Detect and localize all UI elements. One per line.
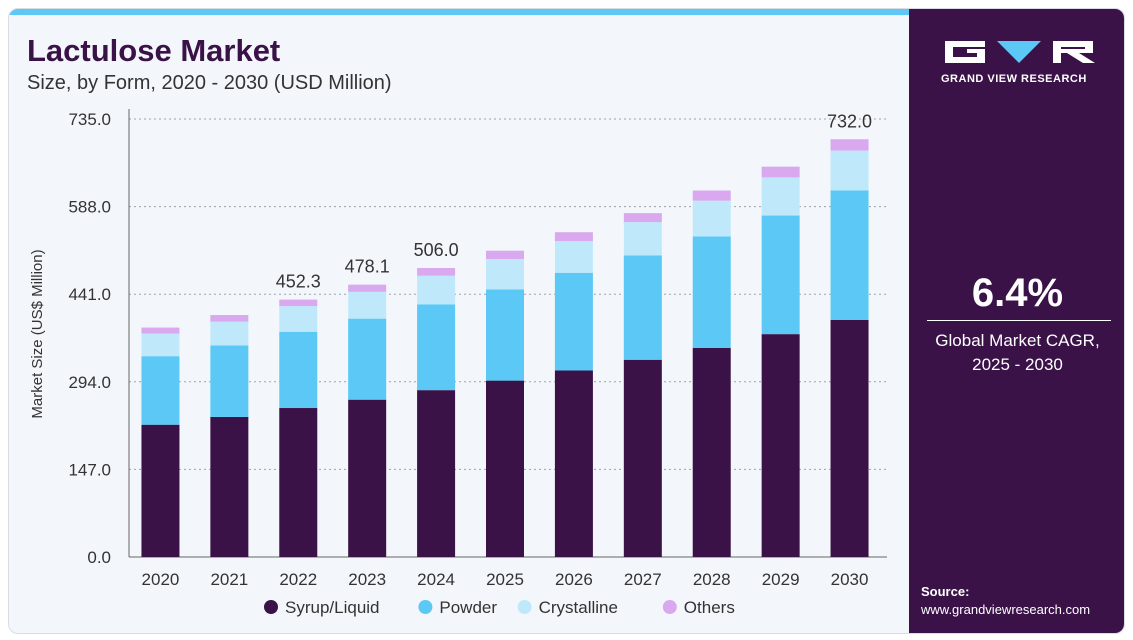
chart-panel: Lactulose Market Size, by Form, 2020 - 2…: [9, 9, 909, 633]
y-tick-label: 588.0: [68, 198, 111, 217]
legend-label: Others: [684, 598, 735, 617]
bar-powder-2026: [554, 272, 593, 371]
x-tick-label: 2030: [831, 570, 869, 589]
bar-crystalline-2023: [348, 291, 387, 319]
data-label-2024: 506.0: [414, 240, 459, 260]
bar-others-2023: [348, 284, 387, 292]
bar-syrup-liquid-2025: [486, 380, 524, 557]
bar-syrup-liquid-2022: [279, 408, 318, 557]
data-label-2023: 478.1: [345, 257, 390, 277]
bar-others-2024: [417, 267, 456, 276]
bar-powder-2029: [761, 215, 800, 335]
bar-others-2020: [141, 327, 180, 334]
bar-crystalline-2021: [210, 321, 249, 346]
bar-others-2022: [279, 299, 318, 307]
bar-others-2030: [830, 139, 869, 151]
bar-syrup-liquid-2030: [830, 319, 869, 557]
side-panel: GRAND VIEW RESEARCH 6.4% Global Market C…: [909, 9, 1124, 633]
bar-others-2029: [761, 166, 800, 178]
source-title: Source:: [921, 584, 970, 599]
accent-bar: [9, 9, 909, 15]
x-tick-label: 2025: [486, 570, 524, 589]
bar-others-2021: [210, 315, 249, 322]
bar-powder-2027: [623, 255, 662, 360]
bar-syrup-liquid-2024: [417, 390, 456, 557]
bar-crystalline-2030: [830, 150, 869, 191]
x-tick-label: 2022: [279, 570, 317, 589]
bar-syrup-liquid-2023: [348, 399, 387, 557]
x-tick-label: 2028: [693, 570, 731, 589]
x-tick-label: 2029: [762, 570, 800, 589]
bar-others-2028: [692, 190, 731, 201]
bar-others-2025: [486, 250, 524, 260]
bar-others-2026: [554, 232, 593, 242]
cagr-label-line1: Global Market CAGR,: [935, 331, 1100, 350]
source-url[interactable]: www.grandviewresearch.com: [921, 602, 1091, 617]
data-label-2030: 732.0: [827, 111, 872, 131]
legend-label: Crystalline: [539, 598, 618, 617]
x-tick-label: 2024: [417, 570, 455, 589]
bar-crystalline-2020: [141, 333, 180, 357]
bar-chart: 0.0 147.0 294.0 441.0 588.0 735.0 Market Size …: [29, 109, 887, 617]
data-label-2022: 452.3: [276, 272, 321, 292]
bar-powder-2028: [692, 236, 731, 348]
bar-syrup-liquid-2026: [554, 370, 593, 557]
bar-powder-2030: [830, 190, 869, 320]
bar-syrup-liquid-2021: [210, 416, 249, 557]
bar-crystalline-2025: [486, 259, 524, 290]
bar-others-2027: [623, 213, 662, 223]
legend-label: Syrup/Liquid: [285, 598, 380, 617]
cagr-label: Global Market CAGR, 2025 - 2030: [909, 329, 1124, 377]
bar-powder-2020: [141, 356, 180, 425]
legend-marker-crystalline: [517, 600, 532, 614]
logo-text: GRAND VIEW RESEARCH: [941, 73, 1087, 85]
bar-syrup-liquid-2029: [761, 334, 800, 557]
y-tick-label: 735.0: [68, 110, 111, 129]
chart-subtitle: Size, by Form, 2020 - 2030 (USD Million): [27, 72, 392, 94]
cagr-value: 6.4%: [971, 271, 1064, 315]
bar-syrup-liquid-2028: [692, 347, 731, 557]
bar-powder-2025: [486, 289, 524, 381]
bar-crystalline-2024: [417, 275, 456, 305]
cagr-label-line2: 2025 - 2030: [972, 355, 1063, 374]
bar-crystalline-2029: [761, 177, 800, 216]
x-tick-label: 2021: [210, 570, 248, 589]
bar-crystalline-2026: [554, 241, 593, 273]
y-tick-label: 147.0: [68, 460, 111, 479]
x-tick-label: 2023: [348, 570, 386, 589]
bar-syrup-liquid-2027: [623, 359, 662, 557]
legend-label: Powder: [439, 598, 497, 617]
chart-title: Lactulose Market: [27, 33, 281, 68]
x-tick-label: 2020: [142, 570, 180, 589]
y-tick-label: 294.0: [68, 373, 111, 392]
y-axis-label: Market Size (US$ Million): [29, 249, 46, 418]
gvr-logo-icon: [945, 41, 1095, 63]
y-tick-label: 441.0: [68, 285, 111, 304]
bar-powder-2024: [417, 304, 456, 391]
bar-powder-2022: [279, 331, 318, 409]
legend-marker-others: [662, 600, 677, 614]
bar-crystalline-2027: [623, 222, 662, 256]
chart-card: Lactulose Market Size, by Form, 2020 - 2…: [8, 8, 1125, 634]
bar-powder-2023: [348, 318, 387, 400]
bar-syrup-liquid-2020: [141, 424, 180, 557]
cagr-divider: [927, 320, 1111, 321]
legend-marker-syrup-liquid: [264, 600, 278, 614]
legend-marker-powder: [418, 600, 433, 614]
x-tick-label: 2027: [624, 570, 662, 589]
x-tick-label: 2026: [555, 570, 593, 589]
bar-crystalline-2028: [692, 200, 731, 237]
y-tick-label: 0.0: [87, 548, 111, 567]
bar-powder-2021: [210, 345, 249, 417]
bar-crystalline-2022: [279, 306, 318, 332]
